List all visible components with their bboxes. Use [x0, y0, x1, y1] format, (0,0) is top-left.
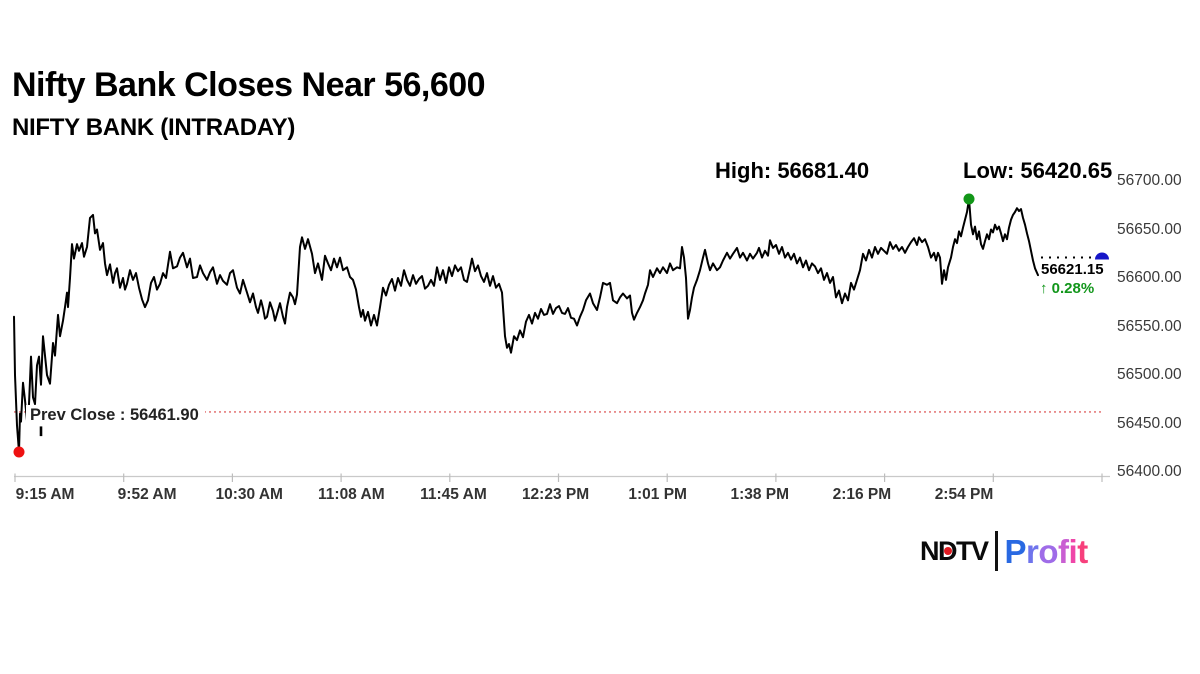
profit-letter: f	[1058, 532, 1069, 570]
y-axis-label: 56500.00	[1117, 366, 1182, 383]
x-axis-label: 9:15 AM	[15, 486, 75, 503]
low-value-label: Low: 56420.65	[963, 158, 1113, 183]
profit-letter: o	[1038, 532, 1059, 570]
high-dot-marker	[963, 193, 975, 205]
x-axis-label: 11:08 AM	[318, 486, 385, 503]
profit-logo-text: Profit	[1004, 532, 1089, 570]
last-price-marker	[1095, 252, 1109, 260]
x-axis-label: 2:16 PM	[832, 486, 892, 503]
y-axis-label: 56700.00	[1117, 172, 1182, 189]
x-axis-label: 1:38 PM	[730, 486, 790, 503]
x-axis-label: 1:01 PM	[628, 486, 687, 503]
profit-letter: P	[1004, 532, 1027, 570]
percent-change-label: ↑ 0.28%	[1040, 280, 1095, 297]
logo-divider	[994, 531, 998, 571]
y-axis-label: 56650.00	[1117, 220, 1182, 238]
y-axis-label: 56600.00	[1117, 269, 1182, 286]
high-value-label: High: 56681.40	[715, 158, 870, 183]
x-axis-label: 2:54 PM	[934, 486, 994, 503]
x-axis-label: 10:30 AM	[215, 486, 283, 503]
prev-close-label: Prev Close : 56461.90	[26, 405, 205, 426]
ndtv-red-dot-icon	[944, 546, 952, 555]
y-axis-label: 56450.00	[1117, 414, 1182, 432]
x-axis-label: 11:45 AM	[420, 486, 487, 503]
profit-letter: i	[1068, 532, 1078, 570]
y-axis-label: 56550.00	[1117, 317, 1182, 335]
low-dot-marker	[13, 446, 25, 458]
profit-letter: t	[1077, 532, 1088, 570]
ndtv-profit-logo: NDTV Profit	[920, 531, 1088, 571]
page-title: Nifty Bank Closes Near 56,600	[12, 66, 486, 104]
y-axis-label: 56400.00	[1117, 463, 1182, 480]
ndtv-logo-text: NDTV	[920, 535, 989, 566]
x-axis-label: 9:52 AM	[117, 486, 177, 503]
last-price-label: 56621.15	[1041, 261, 1104, 278]
x-axis-label: 12:23 PM	[521, 486, 590, 503]
chart-subtitle: NIFTY BANK (INTRADAY)	[12, 114, 296, 141]
profit-letter: r	[1026, 532, 1039, 570]
price-line	[13, 198, 1039, 453]
